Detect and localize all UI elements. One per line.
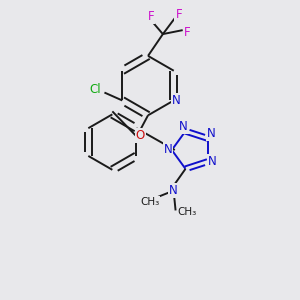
Text: CH₃: CH₃ (140, 196, 159, 206)
Text: F: F (176, 8, 182, 21)
Text: CH₃: CH₃ (178, 207, 197, 218)
Text: N: N (169, 184, 178, 197)
Text: N: N (164, 142, 172, 155)
Text: F: F (148, 10, 154, 23)
Text: N: N (172, 94, 181, 107)
Text: O: O (136, 129, 145, 142)
Text: N: N (207, 127, 216, 140)
Text: F: F (184, 26, 191, 39)
Text: N: N (179, 120, 188, 133)
Text: N: N (208, 155, 217, 168)
Text: Cl: Cl (90, 83, 101, 96)
